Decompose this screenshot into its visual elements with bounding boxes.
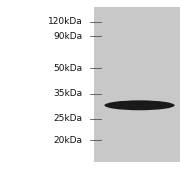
- Text: 35kDa: 35kDa: [54, 89, 83, 98]
- Text: 90kDa: 90kDa: [54, 31, 83, 40]
- Text: 25kDa: 25kDa: [54, 114, 83, 123]
- Ellipse shape: [104, 100, 175, 110]
- Bar: [94, 7, 180, 162]
- Text: 20kDa: 20kDa: [54, 136, 83, 145]
- Text: 120kDa: 120kDa: [48, 17, 83, 26]
- Text: 50kDa: 50kDa: [54, 64, 83, 73]
